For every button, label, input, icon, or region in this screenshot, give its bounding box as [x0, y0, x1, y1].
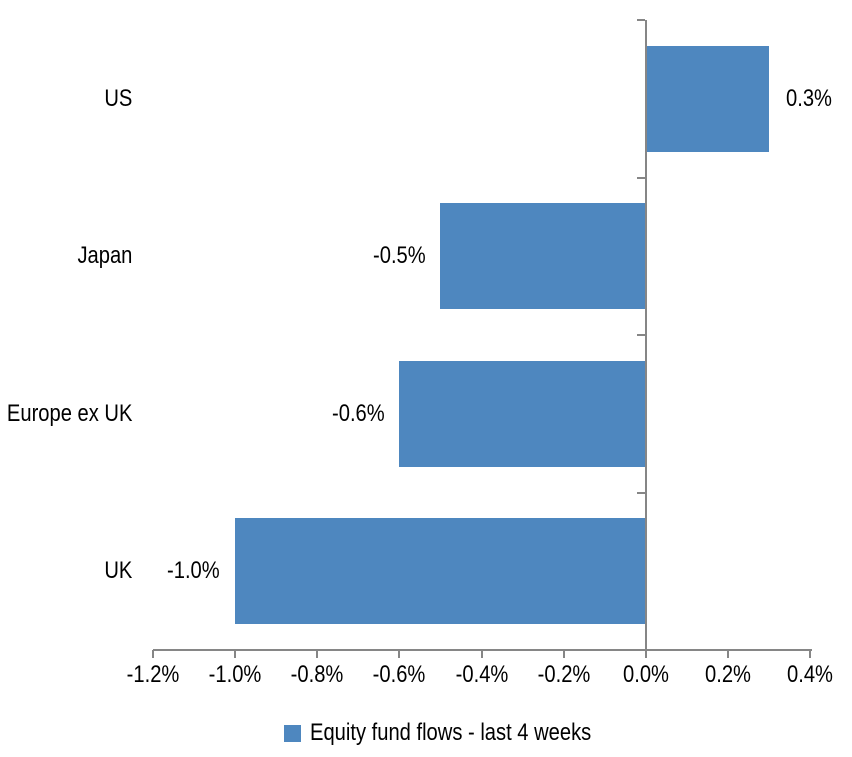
bar-uk	[235, 518, 646, 625]
x-tick-label: -0.8%	[290, 661, 344, 688]
x-axis-tick	[480, 650, 483, 658]
x-tick-label: -1.2%	[126, 661, 180, 688]
x-tick-label: 0.2%	[704, 661, 751, 688]
x-axis-tick	[809, 650, 811, 658]
data-label-europe-ex-uk: -0.6%	[331, 399, 385, 427]
x-tick-label: 0.0%	[622, 661, 669, 688]
x-tick-label: -0.4%	[455, 661, 508, 688]
legend-label: Equity fund flows - last 4 weeks	[310, 719, 592, 746]
category-boundary-tick	[636, 19, 645, 21]
x-tick-label: -1.0%	[208, 661, 262, 688]
x-axis-tick	[316, 650, 319, 658]
x-tick-label: 0.4%	[787, 661, 833, 688]
x-axis-line	[153, 649, 812, 651]
data-label-us: 0.3%	[785, 84, 832, 112]
bar-us	[645, 45, 769, 152]
category-label-japan: Japan	[77, 242, 132, 270]
x-axis-tick	[562, 650, 565, 658]
data-label-japan: -0.5%	[372, 242, 426, 270]
x-axis-tick	[398, 650, 401, 658]
x-tick-label: -0.6%	[373, 661, 426, 688]
category-label-uk: UK	[103, 557, 132, 585]
zero-axis-line	[644, 20, 647, 650]
bar-japan	[440, 203, 646, 310]
x-axis-tick	[234, 650, 237, 658]
legend-square-swatch-icon	[284, 724, 301, 742]
x-axis-tick	[644, 650, 647, 658]
category-boundary-tick	[636, 491, 645, 494]
x-axis-tick	[726, 650, 729, 658]
bar-europe-ex-uk	[399, 360, 646, 467]
data-label-uk: -1.0%	[167, 557, 221, 585]
x-tick-label: -0.2%	[537, 661, 590, 688]
category-boundary-tick	[636, 176, 645, 179]
category-label-us: US	[103, 84, 132, 112]
category-label-europe-ex-uk: Europe ex UK	[6, 399, 132, 427]
category-boundary-tick	[636, 334, 645, 336]
legend: Equity fund flows - last 4 weeks	[284, 721, 645, 745]
x-axis-tick	[152, 650, 154, 658]
